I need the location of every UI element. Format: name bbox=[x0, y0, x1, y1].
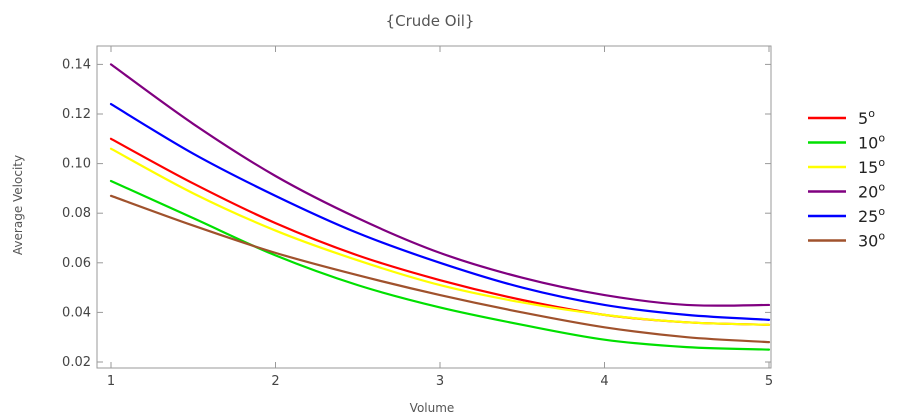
series-line-20 bbox=[109, 63, 771, 307]
series-lines bbox=[109, 63, 771, 351]
legend-label-value: 25 bbox=[858, 207, 878, 226]
y-axis-title: Average Velocity bbox=[11, 155, 25, 255]
legend-label-degree: o bbox=[878, 230, 885, 243]
chart-title: {Crude Oil} bbox=[386, 12, 475, 30]
y-axis-ticks: 0.02 0.04 0.06 0.08 0.10 0.12 0.14 bbox=[62, 57, 771, 370]
legend-label-25: 25o bbox=[858, 205, 885, 226]
x-tick-label: 5 bbox=[765, 374, 773, 389]
legend-label-degree: o bbox=[878, 132, 885, 145]
legend-label-value: 5 bbox=[858, 109, 868, 128]
legend-label-degree: o bbox=[878, 156, 885, 169]
y-tick-label: 0.08 bbox=[62, 206, 91, 221]
legend-label-10: 10o bbox=[858, 132, 885, 153]
legend-label-value: 30 bbox=[858, 232, 878, 251]
series-line-10 bbox=[109, 179, 771, 351]
legend-label-30: 30o bbox=[858, 230, 885, 251]
legend-label-degree: o bbox=[868, 107, 875, 120]
x-tick-label: 4 bbox=[600, 374, 608, 389]
plot-area-border bbox=[96, 45, 772, 369]
y-tick-label: 0.02 bbox=[62, 355, 91, 370]
y-tick-label: 0.10 bbox=[62, 157, 91, 172]
legend-label-5: 5o bbox=[858, 107, 875, 128]
plot-frame bbox=[96, 45, 772, 369]
legend-label-15: 15o bbox=[858, 156, 885, 177]
legend-label-value: 15 bbox=[858, 158, 878, 177]
legend-label-degree: o bbox=[878, 181, 885, 194]
legend-label-degree: o bbox=[878, 205, 885, 218]
series-line-15 bbox=[109, 147, 771, 326]
legend-label-value: 10 bbox=[858, 134, 878, 153]
legend-label-value: 20 bbox=[858, 183, 878, 202]
y-tick-label: 0.14 bbox=[62, 57, 91, 72]
x-axis-title: Volume bbox=[410, 401, 455, 415]
y-tick-label: 0.12 bbox=[62, 107, 91, 122]
x-axis-ticks: 1 2 3 4 5 bbox=[107, 46, 773, 389]
x-tick-label: 1 bbox=[107, 374, 115, 389]
y-tick-label: 0.04 bbox=[62, 305, 91, 320]
y-tick-label: 0.06 bbox=[62, 256, 91, 271]
x-tick-label: 3 bbox=[436, 374, 444, 389]
series-line-25 bbox=[109, 102, 771, 321]
series-line-30 bbox=[109, 194, 771, 344]
x-tick-label: 2 bbox=[271, 374, 279, 389]
legend-label-20: 20o bbox=[858, 181, 885, 202]
